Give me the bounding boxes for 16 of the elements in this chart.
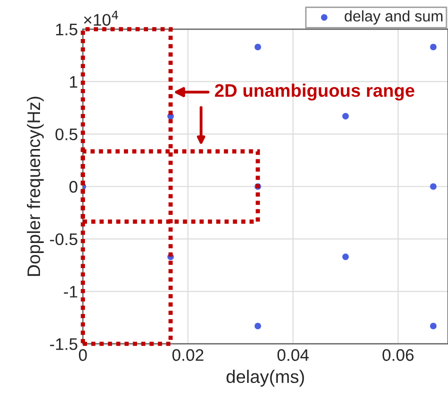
y-tick-label: 0 [69,180,78,193]
text: ×10$^{4}$ [84,10,118,26]
x-tick-label: 0.06 [382,349,414,361]
x-tick-label: 0.02 [172,349,204,361]
x-tick-label: 0.04 [277,349,309,361]
y-tick-label: 1 [70,76,78,88]
y-tick-label: -1 [64,286,78,298]
y-tick-label: 0.5 [56,128,78,140]
legend-label: delay and sum [344,10,442,25]
annotation: 2D unambiguous range [214,84,414,101]
y-tick-label: -1.5 [50,338,78,350]
y-tick-label: 1.5 [56,24,78,36]
x-axis-title: delay(ms) [226,370,304,387]
y-axis-title: Doppler frequency(Hz) [26,96,44,276]
x-tick-label: 0 [78,349,87,361]
y-tick-label: -0.5 [50,233,78,246]
